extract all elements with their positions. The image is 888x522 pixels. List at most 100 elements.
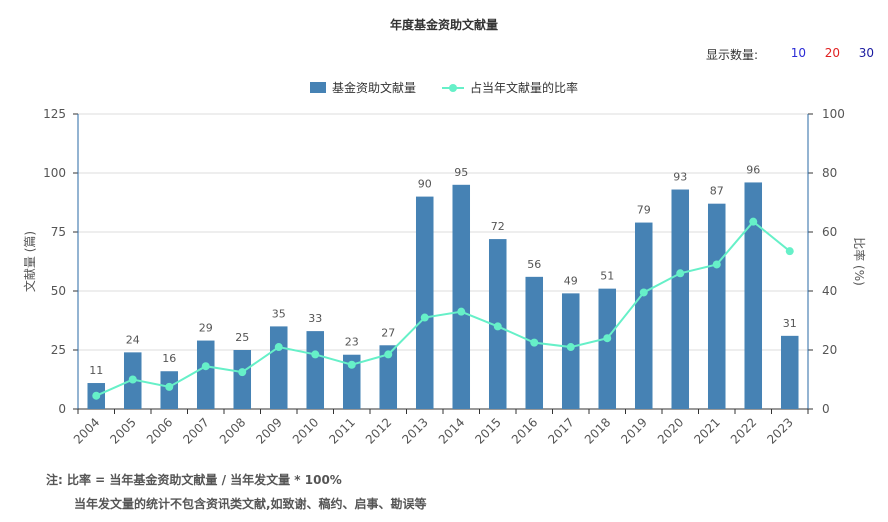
ratio-point xyxy=(384,350,393,359)
ratio-point xyxy=(457,307,466,316)
bar-value-label: 51 xyxy=(600,270,614,283)
ratio-point xyxy=(274,343,283,352)
bar xyxy=(306,331,325,409)
y-axis-title: 文献量 (篇) xyxy=(22,231,37,292)
y2-axis-title: 比率 (%) xyxy=(852,237,867,286)
display-count-option-20[interactable]: 20 xyxy=(824,46,840,60)
x-tick-label: 2014 xyxy=(436,415,467,446)
ratio-point xyxy=(566,343,575,352)
display-count-option-30[interactable]: 30 xyxy=(858,46,874,60)
x-tick-label: 2012 xyxy=(363,415,394,446)
bar xyxy=(452,184,471,409)
y-tick-label: 50 xyxy=(51,284,66,298)
x-tick-label: 2013 xyxy=(399,415,430,446)
ratio-point xyxy=(493,322,502,331)
bar-value-label: 29 xyxy=(199,322,213,335)
y2-tick-label: 100 xyxy=(822,107,845,121)
y2-tick-label: 0 xyxy=(822,402,830,416)
chart-notes: 注: 比率 = 当年基金资助文献量 / 当年发文量 * 100% 当年发文量的统… xyxy=(46,468,427,516)
bar-value-label: 79 xyxy=(637,204,651,217)
ratio-point xyxy=(530,338,539,347)
bar xyxy=(379,345,398,409)
y-tick-label: 125 xyxy=(43,107,66,121)
x-tick-label: 2021 xyxy=(691,415,722,446)
x-tick-label: 2023 xyxy=(764,415,795,446)
y-tick-label: 0 xyxy=(58,402,66,416)
y2-tick-label: 40 xyxy=(822,284,837,298)
y2-tick-label: 80 xyxy=(822,166,837,180)
ratio-point xyxy=(639,288,648,297)
x-tick-label: 2015 xyxy=(472,415,503,446)
ratio-point xyxy=(603,334,612,343)
legend-bar-swatch xyxy=(309,82,326,93)
bar-value-label: 49 xyxy=(564,274,578,287)
ratio-point xyxy=(749,217,758,226)
ratio-point xyxy=(128,375,137,384)
ratio-point xyxy=(311,350,320,359)
bar xyxy=(634,222,653,409)
bar-value-label: 33 xyxy=(308,312,322,325)
ratio-point xyxy=(676,269,685,278)
legend-bar-label: 基金资助文献量 xyxy=(331,81,416,95)
note-exclusion: 当年发文量的统计不包含资讯类文献,如致谢、稿约、启事、勘误等 xyxy=(74,497,427,511)
bar-value-label: 56 xyxy=(527,258,541,271)
ratio-point xyxy=(201,362,210,371)
x-tick-label: 2018 xyxy=(582,415,613,446)
bar xyxy=(196,340,215,409)
bar-value-label: 87 xyxy=(710,185,724,198)
bar-value-label: 11 xyxy=(89,364,103,377)
x-tick-label: 2022 xyxy=(728,415,759,446)
display-count-label: 显示数量: xyxy=(705,48,758,62)
x-tick-label: 2017 xyxy=(545,415,576,446)
ratio-point xyxy=(712,260,721,269)
bar-value-label: 23 xyxy=(345,336,359,349)
x-tick-label: 2016 xyxy=(509,415,540,446)
bar xyxy=(415,196,434,409)
y-tick-label: 75 xyxy=(51,225,66,239)
bar-value-label: 72 xyxy=(491,220,505,233)
x-tick-label: 2019 xyxy=(618,415,649,446)
bar-value-label: 31 xyxy=(783,317,797,330)
ratio-point xyxy=(420,313,429,322)
ratio-point xyxy=(92,391,101,400)
x-tick-label: 2010 xyxy=(290,415,321,446)
note-ratio-formula: 注: 比率 = 当年基金资助文献量 / 当年发文量 * 100% xyxy=(46,473,342,487)
ratio-point xyxy=(785,247,794,256)
bar-value-label: 25 xyxy=(235,331,249,344)
display-count-option-10[interactable]: 10 xyxy=(790,46,806,60)
legend-line-label: 占当年文献量的比率 xyxy=(470,81,579,95)
chart-legend: 基金资助文献量 占当年文献量的比率 xyxy=(0,79,888,96)
bar xyxy=(671,189,690,409)
y-tick-label: 25 xyxy=(51,343,66,357)
x-tick-label: 2007 xyxy=(180,415,211,446)
bar-value-label: 93 xyxy=(673,171,687,184)
x-tick-label: 2009 xyxy=(253,415,284,446)
bar-value-label: 27 xyxy=(381,326,395,339)
bar-value-label: 35 xyxy=(272,307,286,320)
ratio-point xyxy=(238,368,247,377)
ratio-point xyxy=(165,382,174,391)
x-tick-label: 2005 xyxy=(107,415,138,446)
legend-item-line[interactable]: 占当年文献量的比率 xyxy=(442,79,578,96)
bar-value-label: 16 xyxy=(162,352,176,365)
chart-title: 年度基金资助文献量 xyxy=(389,18,498,32)
x-tick-label: 2020 xyxy=(655,415,686,446)
bar xyxy=(707,203,726,409)
bar-value-label: 24 xyxy=(126,333,140,346)
bar-value-label: 96 xyxy=(746,163,760,176)
legend-item-bar[interactable]: 基金资助文献量 xyxy=(309,79,416,96)
bar xyxy=(561,293,580,409)
y-tick-label: 100 xyxy=(43,166,66,180)
bar xyxy=(233,350,252,409)
ratio-point xyxy=(347,360,356,369)
legend-line-swatch xyxy=(442,82,464,93)
display-count-selector: 显示数量: 10 20 30 xyxy=(706,46,874,63)
y2-tick-label: 60 xyxy=(822,225,837,239)
x-tick-label: 2004 xyxy=(71,415,102,446)
bar xyxy=(342,354,361,409)
bar xyxy=(598,288,617,409)
x-tick-label: 2008 xyxy=(217,415,248,446)
bar xyxy=(744,182,763,409)
bar-value-label: 95 xyxy=(454,166,468,179)
